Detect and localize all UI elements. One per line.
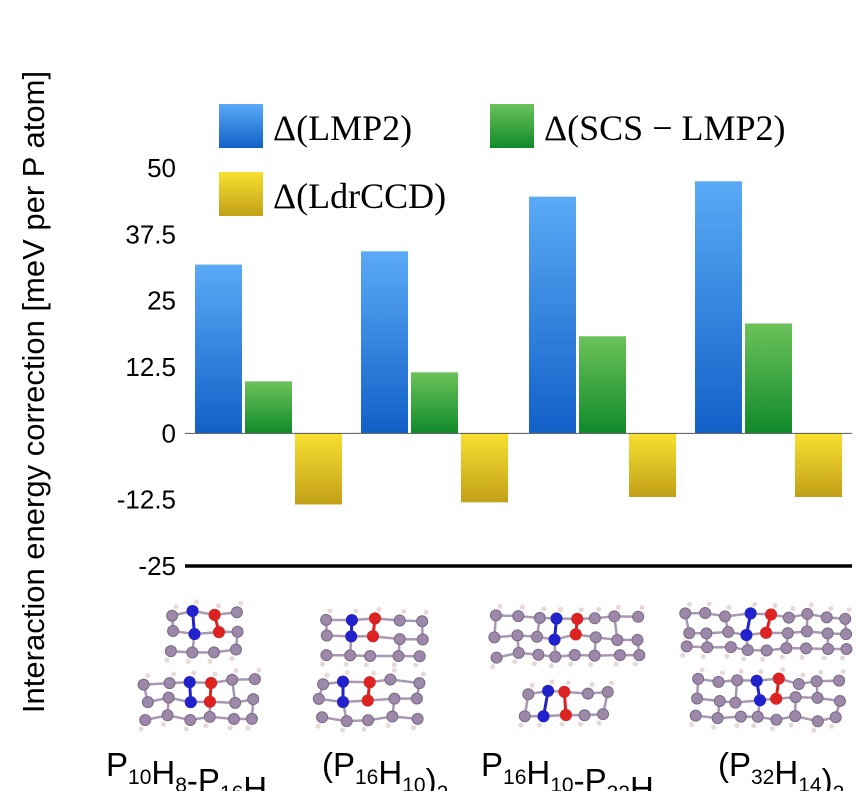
legend-label: Δ(SCS − LMP2) <box>544 108 786 148</box>
bar-series-0-cat-1 <box>361 251 408 434</box>
molecule-illustration <box>689 667 846 733</box>
legend: Δ(LMP2) Δ(SCS − LMP2) Δ(LdrCCD) <box>219 104 786 216</box>
molecule-illustration <box>319 606 429 668</box>
bar-series-2-cat-3 <box>795 433 842 498</box>
legend-swatch <box>490 104 534 148</box>
bars <box>195 181 842 505</box>
bar-series-1-cat-0 <box>245 381 292 434</box>
y-tick-label: 12.5 <box>125 352 176 382</box>
y-tick-label: 0 <box>162 418 176 448</box>
category-labels: P10H8-P16H10 (P16H10)2 P16H10-P32H14 (P32H1… <box>106 746 844 791</box>
bar-series-1-cat-2 <box>579 336 626 434</box>
category-label: P16H10-P32H14 <box>481 746 677 791</box>
y-axis-label: Interaction energy correction [meV per P… <box>16 71 51 713</box>
molecule-illustration <box>518 679 615 728</box>
molecule-illustration <box>312 667 426 733</box>
bar-series-2-cat-2 <box>629 433 676 498</box>
y-tick-label: 37.5 <box>125 219 176 249</box>
bar-series-1-cat-3 <box>745 323 792 434</box>
legend-swatch <box>219 172 263 216</box>
bar-series-2-cat-1 <box>461 433 508 503</box>
bar-series-0-cat-3 <box>695 181 742 434</box>
category-label: (P16H10)2 <box>322 746 448 791</box>
bar-series-0-cat-2 <box>529 196 576 434</box>
bar-series-2-cat-0 <box>295 433 342 505</box>
y-axis-ticks: 50 37.5 25 12.5 0 -12.5 -25 <box>117 153 176 581</box>
legend-swatch <box>219 104 263 148</box>
molecule-illustration <box>137 667 262 732</box>
y-tick-label: 50 <box>147 153 176 183</box>
y-tick-label: -12.5 <box>117 485 176 515</box>
category-label: P10H8-P16H10 <box>106 746 290 791</box>
molecule-illustration <box>164 599 244 665</box>
y-tick-label: -25 <box>138 551 176 581</box>
legend-label: Δ(LMP2) <box>273 108 412 148</box>
molecule-structures <box>137 599 853 733</box>
legend-label: Δ(LdrCCD) <box>273 176 446 216</box>
bar-series-1-cat-1 <box>411 372 458 434</box>
molecule-illustration <box>679 601 853 663</box>
bar-series-0-cat-0 <box>195 264 242 434</box>
category-label: (P32H14)2 <box>718 746 844 791</box>
molecule-illustration <box>488 603 646 670</box>
y-tick-label: 25 <box>147 286 176 316</box>
